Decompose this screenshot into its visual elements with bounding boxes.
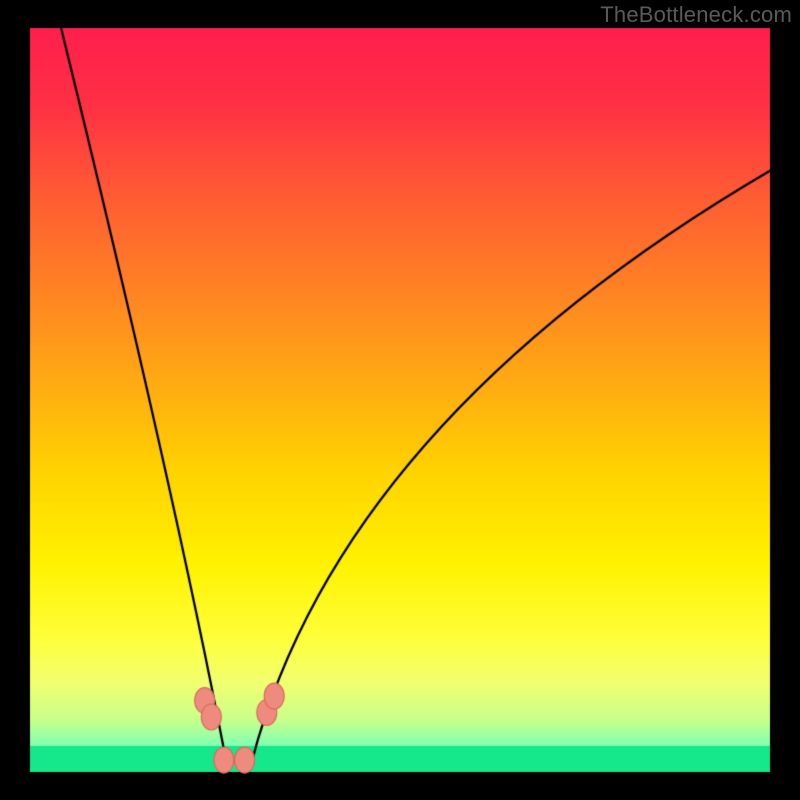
bottleneck-chart-canvas xyxy=(0,0,800,800)
